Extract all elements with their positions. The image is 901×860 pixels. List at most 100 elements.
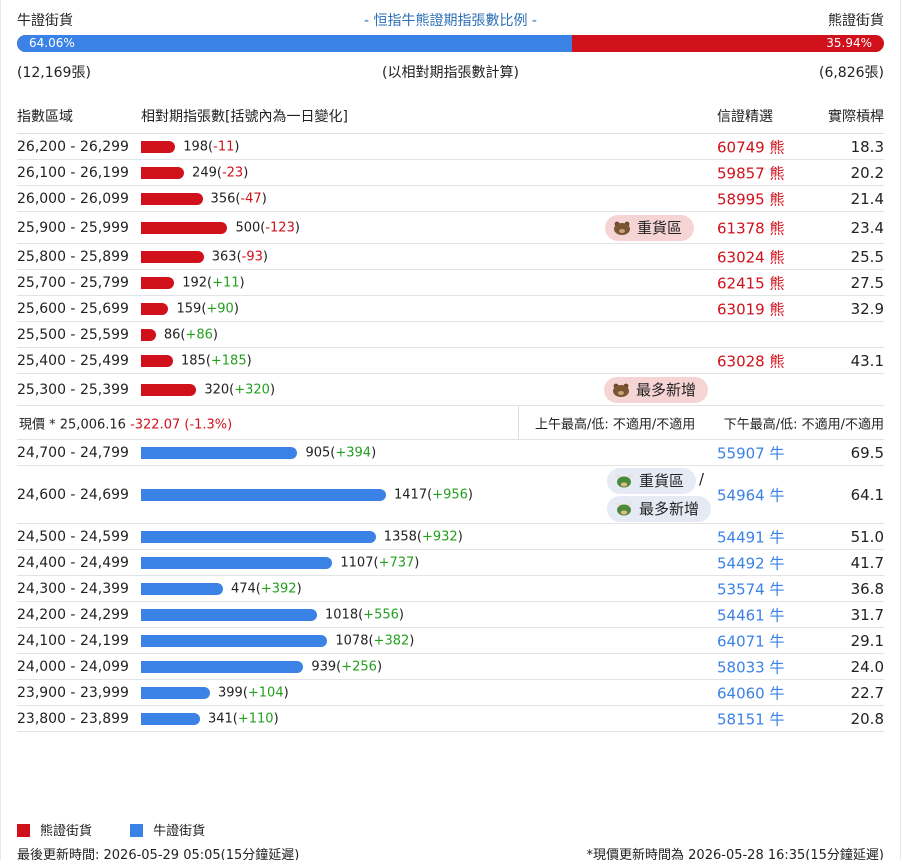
column-leverage: 實際槓桿 [828, 109, 884, 125]
warrant-code-link[interactable]: 63024 熊 [717, 248, 785, 266]
contract-count: 198(-11) [183, 139, 240, 154]
bull-row: 24,100 - 24,199 1078(+382) 64071 牛 29.1 [17, 628, 884, 654]
contract-count: 1107(+737) [340, 555, 420, 570]
leverage-value: 64.1 [850, 485, 884, 504]
leverage-value: 29.1 [850, 631, 884, 650]
bear-row: 25,700 - 25,799 192(+11) 62415 熊 27.5 [17, 270, 884, 296]
bull-bar [141, 608, 317, 621]
current-price: 現價 * 25,006.16 -322.07 (-1.3%) [19, 413, 232, 432]
leverage-value: 22.7 [850, 683, 884, 702]
leverage-value: 23.4 [850, 218, 884, 237]
warrant-code-link[interactable]: 58995 熊 [717, 190, 785, 208]
bear-bar [141, 383, 197, 396]
leverage-value: 36.8 [850, 579, 884, 598]
leverage-value: 21.4 [850, 189, 884, 208]
daily-change: +956 [432, 487, 468, 502]
contract-count: 905(+394) [305, 445, 377, 460]
bear-icon [612, 377, 636, 403]
header: 牛證街貨 - 恒指牛熊證期指張數比例 - 熊證街貨 [17, 10, 884, 30]
warrant-code-link[interactable]: 63019 熊 [717, 300, 785, 318]
contract-count: 185(+185) [180, 353, 252, 368]
contract-count: 500(-123) [235, 220, 300, 235]
leverage-value: 25.5 [850, 247, 884, 266]
count-value: 159 [176, 301, 202, 316]
warrant-code-link[interactable]: 61378 熊 [717, 219, 785, 237]
bear-bar [141, 276, 175, 289]
warrant-code-link[interactable]: 54461 牛 [717, 606, 785, 624]
warrant-code-link[interactable]: 58033 牛 [717, 658, 785, 676]
bear-bar [141, 250, 204, 263]
bull-row: 24,300 - 24,399 474(+392) 53574 牛 36.8 [17, 576, 884, 602]
bull-row: 23,800 - 23,899 341(+110) 58151 牛 20.8 [17, 706, 884, 732]
daily-change: +932 [421, 529, 458, 544]
bear-row: 25,600 - 25,699 159(+90) 63019 熊 32.9 [17, 296, 884, 322]
contract-count: 192(+11) [182, 275, 245, 290]
contract-count: 1417(+956) [394, 487, 473, 502]
warrant-code-link[interactable]: 60749 熊 [717, 138, 785, 156]
daily-change: +90 [206, 301, 234, 316]
warrant-code-link[interactable]: 55907 牛 [717, 444, 785, 462]
warrant-code-link[interactable]: 64071 牛 [717, 632, 785, 650]
bull-ratio-fill [17, 35, 573, 52]
count-value: 905 [305, 445, 331, 460]
bear-contract-count: (6,826張) [818, 65, 884, 81]
leverage-value: 43.1 [850, 351, 884, 370]
count-value: 249 [192, 165, 217, 180]
count-value: 1417 [394, 487, 428, 502]
column-range: 指數區域 [17, 109, 73, 125]
daily-change: -93 [241, 249, 263, 264]
price-divider [518, 406, 519, 440]
bull-legend-label: 牛證街貨 [153, 824, 206, 839]
pm-high-low: 下午最高/低: 不適用/不適用 [723, 417, 884, 432]
range-label: 25,800 - 25,899 [17, 248, 129, 265]
contract-count: 474(+392) [230, 581, 302, 596]
daily-change: +11 [212, 275, 240, 290]
warrant-code-link[interactable]: 54492 牛 [717, 554, 785, 572]
count-value: 939 [311, 659, 337, 674]
warrant-code-link[interactable]: 54491 牛 [717, 528, 785, 546]
warrant-code-link[interactable]: 64060 牛 [717, 684, 785, 702]
contract-count: 249(-23) [192, 165, 249, 180]
leverage-value: 41.7 [850, 553, 884, 572]
warrant-code-link[interactable]: 53574 牛 [717, 580, 785, 598]
current-price-row: 現價 * 25,006.16 -322.07 (-1.3%) 上午最高/低: 不適… [17, 406, 884, 440]
count-value: 1358 [383, 529, 417, 544]
bull-row: 24,400 - 24,499 1107(+737) 54492 牛 41.7 [17, 550, 884, 576]
contract-count: 363(-93) [211, 249, 268, 264]
count-value: 1078 [335, 633, 369, 648]
daily-change: -47 [240, 191, 262, 206]
range-label: 25,700 - 25,799 [17, 274, 129, 291]
tag-heavy-zone-label: 重貨區 [637, 219, 683, 237]
range-label: 24,600 - 24,699 [17, 486, 129, 503]
range-label: 24,400 - 24,499 [17, 554, 129, 571]
range-label: 25,900 - 25,999 [17, 219, 129, 236]
column-warrant-pick: 信證精選 [717, 109, 773, 125]
count-value: 356 [210, 191, 236, 206]
leverage-value: 69.5 [850, 443, 884, 462]
range-label: 24,100 - 24,199 [17, 632, 129, 649]
tag-heavy-zone: 重貨區 [605, 215, 695, 241]
warrant-code-link[interactable]: 62415 熊 [717, 274, 785, 292]
bear-row: 25,800 - 25,899 363(-93) 63024 熊 25.5 [17, 244, 884, 270]
daily-change: -11 [213, 139, 235, 154]
count-value: 192 [182, 275, 208, 290]
leverage-value: 20.2 [850, 163, 884, 182]
bull-bar [141, 660, 304, 673]
warrant-code-link[interactable]: 59857 熊 [717, 164, 785, 182]
bear-bar [141, 302, 169, 315]
bear-bar [141, 354, 173, 367]
table-header: 指數區域 相對期指張數[括號內為一日變化] 信證精選 實際槓桿 [17, 106, 884, 134]
count-basis-note: (以相對期指張數計算) [382, 65, 519, 81]
contract-count: 341(+110) [207, 711, 279, 726]
bull-bar [141, 530, 376, 543]
current-price-label: 現價 * [19, 417, 60, 432]
count-value: 1107 [340, 555, 374, 570]
warrant-code-link[interactable]: 58151 牛 [717, 710, 785, 728]
warrant-code-link[interactable]: 54964 牛 [717, 486, 785, 504]
column-contracts: 相對期指張數[括號內為一日變化] [141, 109, 348, 125]
bull-row: 24,700 - 24,799 905(+394) 55907 牛 69.5 [17, 440, 884, 466]
count-value: 198 [183, 139, 209, 154]
price-updated: *現價更新時間為 2026-05-28 16:35(15分鐘延遲) [586, 848, 884, 860]
bear-row: 25,400 - 25,499 185(+185) 63028 熊 43.1 [17, 348, 884, 374]
warrant-code-link[interactable]: 63028 熊 [717, 352, 785, 370]
